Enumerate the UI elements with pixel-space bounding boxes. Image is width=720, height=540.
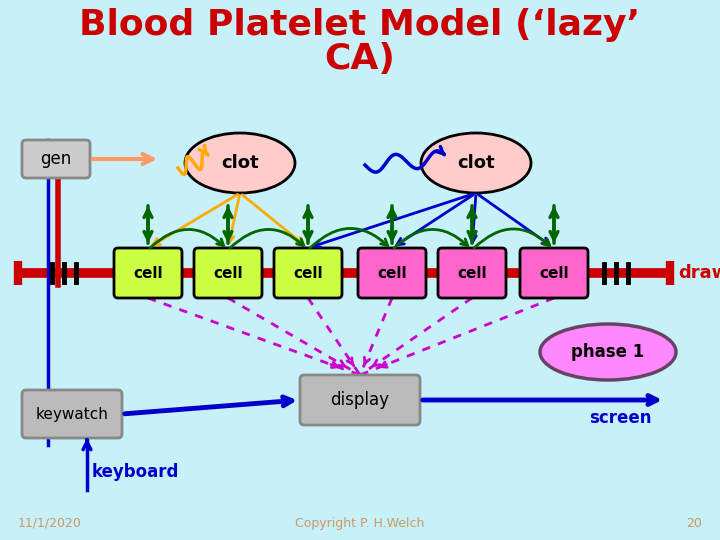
Ellipse shape bbox=[540, 324, 676, 380]
Text: display: display bbox=[330, 391, 390, 409]
Text: cell: cell bbox=[457, 266, 487, 280]
Text: CA): CA) bbox=[325, 42, 395, 76]
FancyBboxPatch shape bbox=[22, 140, 90, 178]
FancyBboxPatch shape bbox=[520, 248, 588, 298]
Text: cell: cell bbox=[213, 266, 243, 280]
Text: keywatch: keywatch bbox=[35, 407, 109, 422]
Text: keyboard: keyboard bbox=[92, 463, 179, 481]
FancyBboxPatch shape bbox=[438, 248, 506, 298]
Text: cell: cell bbox=[133, 266, 163, 280]
Text: draw: draw bbox=[678, 264, 720, 282]
Text: screen: screen bbox=[589, 409, 652, 427]
Text: Blood Platelet Model (‘lazy’: Blood Platelet Model (‘lazy’ bbox=[79, 8, 641, 42]
Text: phase 1: phase 1 bbox=[572, 343, 644, 361]
Text: 20: 20 bbox=[686, 517, 702, 530]
Text: cell: cell bbox=[539, 266, 569, 280]
FancyBboxPatch shape bbox=[194, 248, 262, 298]
Text: 11/1/2020: 11/1/2020 bbox=[18, 517, 82, 530]
Text: clot: clot bbox=[221, 154, 258, 172]
FancyBboxPatch shape bbox=[114, 248, 182, 298]
FancyBboxPatch shape bbox=[358, 248, 426, 298]
Text: gen: gen bbox=[40, 150, 71, 168]
Text: cell: cell bbox=[377, 266, 407, 280]
Text: clot: clot bbox=[457, 154, 495, 172]
FancyBboxPatch shape bbox=[22, 390, 122, 438]
Ellipse shape bbox=[421, 133, 531, 193]
FancyBboxPatch shape bbox=[300, 375, 420, 425]
Ellipse shape bbox=[185, 133, 295, 193]
Text: Copyright P. H.Welch: Copyright P. H.Welch bbox=[295, 517, 425, 530]
Text: cell: cell bbox=[293, 266, 323, 280]
FancyBboxPatch shape bbox=[274, 248, 342, 298]
